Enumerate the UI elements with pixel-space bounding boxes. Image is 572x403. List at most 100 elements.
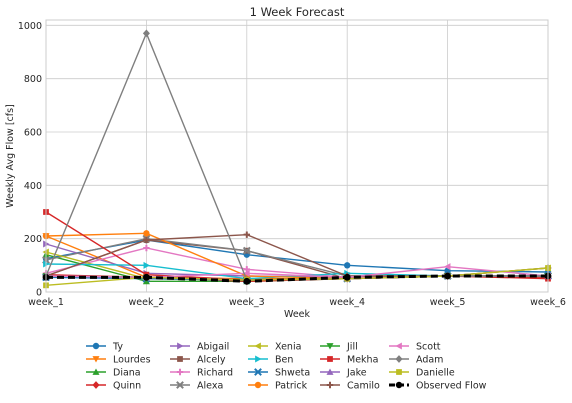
legend-marker (326, 368, 334, 375)
legend-label: Mekha (347, 355, 378, 366)
legend-box (80, 337, 530, 393)
legend-item: Xenia (248, 342, 301, 353)
data-point (444, 263, 451, 271)
axis-layer: 0 200 400 600 800 1000 week_1 week_2 week_3 week_… (18, 19, 566, 308)
legend-item: Camilo (320, 381, 380, 392)
data-point (242, 246, 251, 255)
data-point (143, 244, 150, 252)
series-layer (42, 29, 552, 289)
grid-layer (45, 20, 549, 293)
x-axis-label: Week (284, 309, 311, 320)
legend-marker (254, 381, 262, 389)
legend-label: Richard (197, 368, 233, 379)
legend-label: Adam (416, 355, 443, 366)
series-line (46, 274, 548, 283)
legend-marker (254, 368, 262, 376)
legend-item: Danielle (389, 368, 455, 379)
legend-item: Scott (389, 342, 441, 353)
legend-marker (395, 381, 403, 389)
legend-marker (326, 381, 334, 389)
legend-label: Camilo (347, 381, 380, 392)
legend-item: Diana (86, 368, 141, 379)
x-tick-label: week_5 (430, 297, 466, 308)
data-point (142, 29, 150, 38)
legend-label: Jill (346, 342, 358, 353)
legend-marker (395, 355, 403, 363)
legend-item: Shweta (248, 368, 310, 379)
legend-label: Shweta (275, 368, 310, 379)
legend-marker (92, 368, 100, 375)
y-tick-label: 400 (24, 181, 42, 192)
legend-marker (395, 342, 402, 350)
legend-marker (92, 356, 100, 363)
y-tick-label: 1000 (18, 21, 42, 32)
data-point (143, 230, 150, 237)
legend-item: Jake (320, 368, 367, 379)
legend-item: Quinn (86, 381, 141, 392)
legend-label: Scott (416, 342, 441, 353)
legend-item: Patrick (248, 381, 308, 392)
series-observed-flow (42, 272, 552, 285)
legend-marker (92, 342, 100, 350)
y-axis-label: Weekly Avg Flow [cfs] (5, 104, 16, 208)
legend-item: Jill (320, 342, 358, 353)
x-tick-label: week_3 (229, 297, 265, 308)
x-tick-label: week_1 (28, 297, 64, 308)
legend-item: Adam (389, 355, 443, 366)
legend-marker (254, 342, 261, 350)
legend-marker (327, 356, 333, 362)
y-tick-label: 600 (24, 128, 42, 139)
data-point (444, 272, 451, 280)
legend-label: Ben (275, 355, 293, 366)
legend-item: Ben (248, 355, 293, 366)
data-point (343, 273, 351, 281)
legend: Ty Lourdes Diana Quinn Abigail Alcely Richard A… (80, 337, 530, 393)
legend-item: Mekha (320, 355, 378, 366)
legend-label: Jake (346, 368, 367, 379)
legend-label: Observed Flow (416, 381, 487, 392)
data-point (243, 277, 251, 285)
legend-label: Patrick (275, 381, 308, 392)
chart-title: 1 Week Forecast (250, 5, 345, 19)
legend-marker (176, 381, 184, 389)
legend-label: Ty (112, 342, 123, 353)
legend-label: Quinn (113, 381, 141, 392)
plot-area (46, 20, 548, 292)
legend-marker (255, 355, 262, 363)
legend-marker (177, 356, 183, 362)
x-tick-label: week_4 (329, 297, 365, 308)
x-tick-label: week_6 (530, 297, 566, 308)
plot-frame (45, 19, 549, 293)
legend-marker (92, 381, 100, 389)
x-tick-label: week_2 (129, 297, 165, 308)
legend-marker (176, 368, 184, 376)
legend-item: Ty (86, 342, 123, 353)
legend-item: Alcely (170, 355, 226, 366)
legend-label: Lourdes (113, 355, 151, 366)
legend-label: Abigail (197, 342, 229, 353)
data-point (243, 231, 250, 238)
legend-label: Diana (113, 368, 141, 379)
legend-marker (396, 369, 402, 375)
legend-label: Xenia (275, 342, 301, 353)
legend-label: Danielle (416, 368, 455, 379)
legend-marker (326, 343, 334, 350)
data-point (143, 261, 150, 269)
legend-item: Abigail (170, 342, 229, 353)
y-tick-label: 0 (36, 288, 42, 299)
legend-item: Alexa (170, 381, 223, 392)
data-point (344, 262, 351, 269)
legend-label: Alcely (197, 355, 226, 366)
series-line (45, 239, 549, 273)
data-point (143, 236, 150, 244)
legend-marker (177, 342, 184, 350)
legend-label: Alexa (197, 381, 223, 392)
legend-item: Lourdes (86, 355, 151, 366)
legend-item: Richard (170, 368, 233, 379)
y-tick-label: 800 (24, 74, 42, 85)
data-point (143, 273, 150, 281)
legend-item: Observed Flow (389, 381, 487, 392)
data-point (243, 269, 250, 277)
